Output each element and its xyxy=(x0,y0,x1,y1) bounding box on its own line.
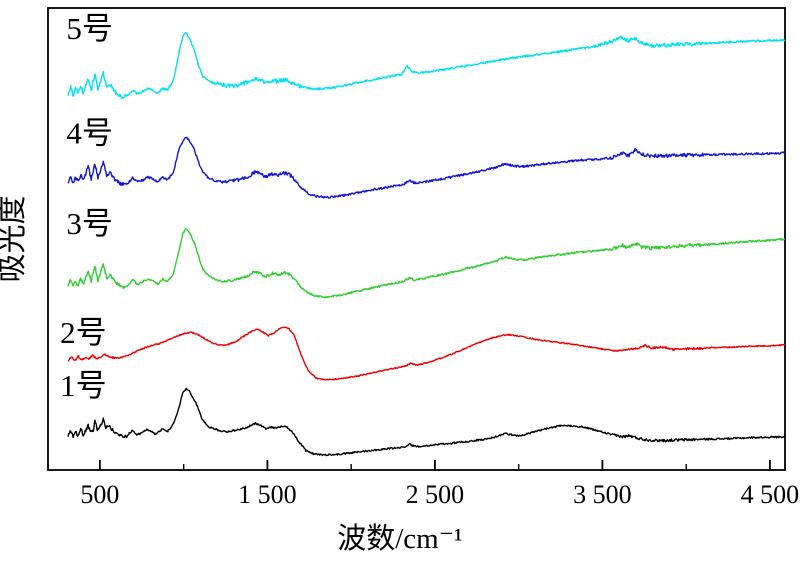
spectrum-sample-1 xyxy=(67,387,786,457)
x-tick-label: 1 500 xyxy=(238,480,297,509)
spectrum-sample-4 xyxy=(67,136,786,199)
x-tick-label: 2 500 xyxy=(406,480,465,509)
plot-frame xyxy=(47,7,786,471)
series-label-sample-4: 4号 xyxy=(66,116,113,151)
series-label-sample-2: 2号 xyxy=(60,315,107,350)
spectrum-sample-3 xyxy=(67,227,786,299)
plot-area: 500 1 500 2 500 3 500 4 500 1号 2号 3号 4号 5号 xyxy=(47,7,800,509)
x-tick-label: 4 500 xyxy=(741,480,800,509)
series-label-sample-5: 5号 xyxy=(66,11,113,46)
y-axis-title: 吸光度 xyxy=(0,195,29,282)
x-axis-title: 波数/cm⁻¹ xyxy=(337,522,463,555)
spectrum-sample-2 xyxy=(67,326,786,381)
spectrum-sample-5 xyxy=(67,32,786,100)
series-label-sample-3: 3号 xyxy=(66,206,113,241)
x-tick-label: 500 xyxy=(80,480,119,509)
x-tick-label: 3 500 xyxy=(573,480,632,509)
series-label-sample-1: 1号 xyxy=(60,368,107,403)
